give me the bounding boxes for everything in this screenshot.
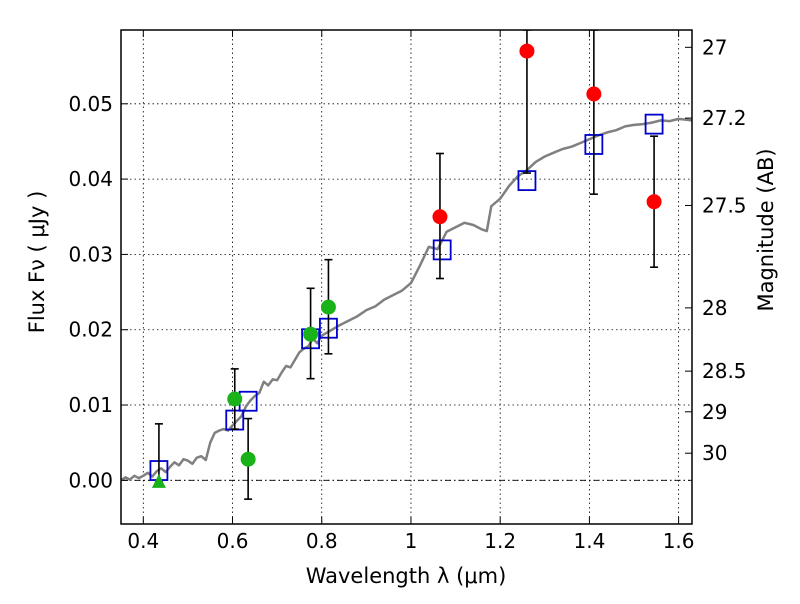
y2-tick-label: 27 <box>702 35 727 59</box>
y-tick-label: 0.05 <box>68 92 113 116</box>
x-tick-label: 1.4 <box>573 529 605 553</box>
x-tick-label: 1.2 <box>484 529 516 553</box>
model-flux-square <box>644 113 664 135</box>
y2-tick-label: 27.2 <box>702 106 747 130</box>
upper-limit-triangle <box>151 473 166 488</box>
x-tick-label: 1 <box>405 529 418 553</box>
plot-series <box>121 30 692 500</box>
y2-tick-label: 29 <box>702 400 727 424</box>
y2-tick-label: 28 <box>702 296 727 320</box>
x-tick-label: 1.6 <box>663 529 695 553</box>
flux-point <box>240 451 256 467</box>
axes: 0.4 0.6 0.8 1 1.2 1.4 1.6 0.00 0.01 0.02 0.03 0.04 0… <box>68 30 747 553</box>
y-tick-label: 0.00 <box>68 468 113 492</box>
y-tick-label: 0.04 <box>68 167 113 191</box>
y-axis-label: Flux Fν ( μJy ) <box>25 191 49 334</box>
y-tick-label: 0.02 <box>68 318 113 342</box>
model-spectrum-line <box>121 117 692 482</box>
flux-point <box>320 299 336 315</box>
x-tick-label: 0.4 <box>127 529 159 553</box>
plot-frame <box>120 29 693 525</box>
flux-point <box>432 209 448 225</box>
plot-area <box>121 30 692 500</box>
y-tick-label: 0.01 <box>68 393 113 417</box>
y2-tick-label: 28.5 <box>702 359 747 383</box>
y2-tick-label: 30 <box>702 441 727 465</box>
flux-point <box>227 391 243 407</box>
y2-axis-label: Magnitude (AB) <box>754 148 778 311</box>
x-tick-label: 0.6 <box>217 529 249 553</box>
x-axis-label: Wavelength λ (μm) <box>306 564 507 588</box>
flux-point <box>519 43 535 59</box>
x-tick-label: 0.8 <box>306 529 338 553</box>
flux-point <box>586 86 602 102</box>
model-flux-square <box>432 239 452 261</box>
grid <box>121 30 692 524</box>
y2-tick-label: 27.5 <box>702 193 747 217</box>
flux-point <box>303 326 319 342</box>
flux-point <box>646 194 662 210</box>
y-tick-label: 0.03 <box>68 242 113 266</box>
